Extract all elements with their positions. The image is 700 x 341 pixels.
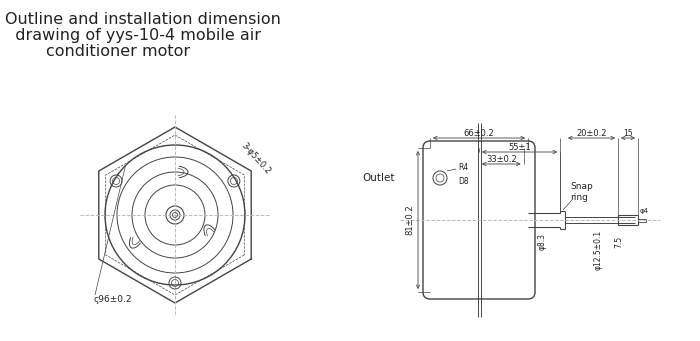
Text: 66±0.2: 66±0.2 <box>463 130 494 138</box>
Text: 3-φ5±0.2: 3-φ5±0.2 <box>239 142 272 177</box>
Text: Outlet: Outlet <box>363 173 395 183</box>
Text: conditioner motor: conditioner motor <box>5 44 190 59</box>
Text: ς96±0.2: ς96±0.2 <box>93 296 132 305</box>
Text: 7.5: 7.5 <box>615 236 624 248</box>
Text: 20±0.2: 20±0.2 <box>576 130 607 138</box>
Text: R4: R4 <box>458 163 468 173</box>
Text: 15: 15 <box>623 130 633 138</box>
Text: φ8.3: φ8.3 <box>538 234 547 251</box>
Text: drawing of yys-10-4 mobile air: drawing of yys-10-4 mobile air <box>5 28 261 43</box>
Text: Outline and installation dimension: Outline and installation dimension <box>5 12 281 27</box>
Text: 33±0.2: 33±0.2 <box>486 155 517 164</box>
Text: D8: D8 <box>458 178 468 187</box>
Text: φ12.5±0.1: φ12.5±0.1 <box>594 230 603 270</box>
Text: 55±1: 55±1 <box>508 144 531 152</box>
Text: Snap
ring: Snap ring <box>570 182 593 202</box>
Text: φ4: φ4 <box>640 208 649 214</box>
Text: 81±0.2: 81±0.2 <box>405 205 414 235</box>
